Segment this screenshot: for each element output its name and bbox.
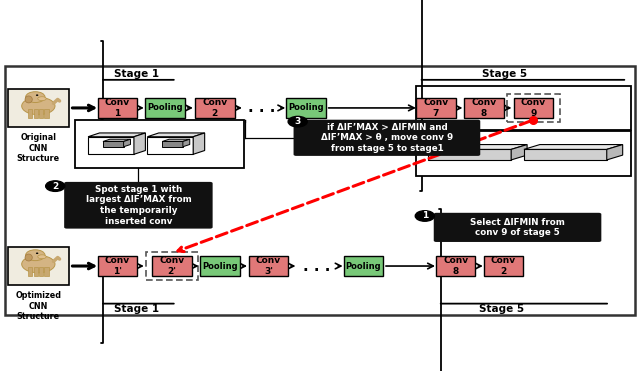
Text: Spot stage 1 with
largest ΔIF’MAX from
the temporarily
inserted conv: Spot stage 1 with largest ΔIF’MAX from t… <box>86 185 191 226</box>
FancyBboxPatch shape <box>464 98 504 118</box>
FancyBboxPatch shape <box>200 256 240 276</box>
Polygon shape <box>524 145 623 150</box>
FancyBboxPatch shape <box>33 267 38 276</box>
Text: Conv
1': Conv 1' <box>105 256 130 276</box>
Text: 2: 2 <box>52 181 58 191</box>
Polygon shape <box>162 139 189 141</box>
Text: Conv
2: Conv 2 <box>202 98 227 118</box>
FancyBboxPatch shape <box>484 256 524 276</box>
Polygon shape <box>103 141 124 147</box>
FancyBboxPatch shape <box>33 109 38 118</box>
Text: Conv
7: Conv 7 <box>424 98 449 118</box>
FancyBboxPatch shape <box>344 256 383 276</box>
FancyBboxPatch shape <box>8 89 68 127</box>
Circle shape <box>415 211 435 221</box>
Text: 1: 1 <box>422 211 428 220</box>
Polygon shape <box>103 139 131 141</box>
Circle shape <box>288 116 307 127</box>
Text: Conv
8: Conv 8 <box>443 256 468 276</box>
FancyBboxPatch shape <box>8 247 68 285</box>
Ellipse shape <box>26 250 45 260</box>
Ellipse shape <box>22 97 55 115</box>
Polygon shape <box>183 139 189 147</box>
Text: 3: 3 <box>294 117 301 126</box>
Text: Pooling: Pooling <box>202 262 238 270</box>
FancyBboxPatch shape <box>145 98 185 118</box>
FancyBboxPatch shape <box>416 98 456 118</box>
Polygon shape <box>607 145 623 160</box>
FancyBboxPatch shape <box>28 109 32 118</box>
Text: if ΔIF’MAX > ΔIFMIN and
ΔIF’MAX > θ , move conv 9
from stage 5 to stage1: if ΔIF’MAX > ΔIFMIN and ΔIF’MAX > θ , mo… <box>321 122 453 153</box>
FancyBboxPatch shape <box>64 182 212 229</box>
Text: Conv
2': Conv 2' <box>159 256 185 276</box>
FancyBboxPatch shape <box>152 256 192 276</box>
Text: . . .: . . . <box>303 259 330 273</box>
Circle shape <box>45 181 65 191</box>
FancyBboxPatch shape <box>39 267 43 276</box>
Text: Stage 1: Stage 1 <box>114 304 159 314</box>
Polygon shape <box>147 137 193 154</box>
FancyBboxPatch shape <box>286 98 326 118</box>
Polygon shape <box>147 133 205 137</box>
Polygon shape <box>88 137 134 154</box>
Polygon shape <box>428 145 527 150</box>
FancyBboxPatch shape <box>195 98 235 118</box>
Text: Conv
2: Conv 2 <box>491 256 516 276</box>
Ellipse shape <box>38 255 46 259</box>
Ellipse shape <box>22 255 55 273</box>
Ellipse shape <box>26 92 45 102</box>
FancyBboxPatch shape <box>98 256 137 276</box>
Text: Conv
8: Conv 8 <box>471 98 497 118</box>
Polygon shape <box>88 133 145 137</box>
FancyBboxPatch shape <box>514 98 553 118</box>
Text: Stage 5: Stage 5 <box>482 69 527 79</box>
Text: Conv
1: Conv 1 <box>105 98 130 118</box>
FancyBboxPatch shape <box>248 256 288 276</box>
Polygon shape <box>124 139 131 147</box>
Text: Pooling: Pooling <box>147 104 183 112</box>
Ellipse shape <box>36 253 38 254</box>
Text: Conv
9: Conv 9 <box>521 98 546 118</box>
Ellipse shape <box>25 254 32 261</box>
FancyBboxPatch shape <box>39 109 43 118</box>
Polygon shape <box>524 150 607 160</box>
Ellipse shape <box>36 94 38 96</box>
Text: Optimized
CNN
Structure: Optimized CNN Structure <box>15 291 61 321</box>
FancyBboxPatch shape <box>434 213 602 242</box>
FancyBboxPatch shape <box>44 267 49 276</box>
Polygon shape <box>428 150 511 160</box>
FancyBboxPatch shape <box>415 131 631 177</box>
Polygon shape <box>193 133 205 154</box>
FancyBboxPatch shape <box>98 98 137 118</box>
Text: Original
CNN
Structure: Original CNN Structure <box>17 133 60 163</box>
Text: . . .: . . . <box>248 101 275 115</box>
FancyBboxPatch shape <box>436 256 476 276</box>
Text: Pooling: Pooling <box>346 262 381 270</box>
Polygon shape <box>162 141 183 147</box>
FancyBboxPatch shape <box>44 109 49 118</box>
FancyBboxPatch shape <box>28 267 32 276</box>
FancyBboxPatch shape <box>75 120 244 168</box>
Text: Conv
3': Conv 3' <box>256 256 281 276</box>
FancyBboxPatch shape <box>294 120 480 156</box>
Text: Stage 1: Stage 1 <box>114 69 159 79</box>
Ellipse shape <box>38 97 46 101</box>
Text: Select ΔIFMIN from
conv 9 of stage 5: Select ΔIFMIN from conv 9 of stage 5 <box>470 217 565 237</box>
Text: Pooling: Pooling <box>288 104 324 112</box>
Text: Stage 5: Stage 5 <box>479 304 524 314</box>
Polygon shape <box>134 133 145 154</box>
Ellipse shape <box>25 96 32 103</box>
Polygon shape <box>511 145 527 160</box>
